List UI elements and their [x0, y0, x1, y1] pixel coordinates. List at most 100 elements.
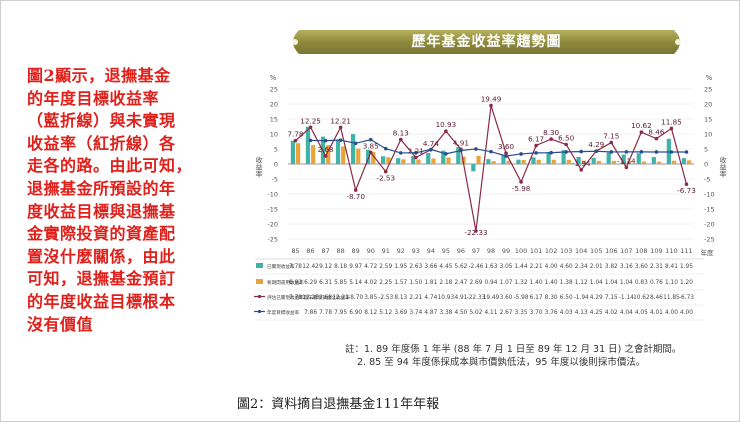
table-cell: 4.05: [635, 310, 648, 316]
bar: [311, 145, 316, 164]
series-point: [504, 151, 508, 155]
x-tick-label: 95: [442, 247, 450, 255]
table-cell: 10.93: [438, 295, 455, 301]
table-cell: 7.95: [334, 310, 347, 316]
table-cell: 8.46: [650, 295, 663, 301]
data-label: 19.49: [481, 95, 502, 104]
bar: [341, 146, 346, 164]
table-cell: 2.47: [454, 280, 467, 286]
series-point: [654, 136, 659, 141]
table-cell: 2.18: [439, 280, 452, 286]
table-cell: 4.72: [364, 264, 377, 270]
y-tick-label-left: 20: [270, 101, 278, 109]
series-point: [684, 150, 689, 154]
series-point: [368, 150, 373, 155]
bar: [536, 159, 541, 164]
table-cell: 1.63: [485, 264, 498, 270]
table-cell: 3.35: [515, 310, 528, 316]
table-cell: -8.70: [348, 295, 363, 301]
table-cell: 4.60: [560, 264, 573, 270]
series-point: [564, 150, 568, 154]
table-cell: 3.85: [364, 295, 377, 301]
series-point: [414, 155, 418, 160]
table-cell: 0.76: [650, 280, 663, 286]
table-cell: 6.90: [349, 310, 362, 316]
commentary-line: 度收益目標與退撫基: [27, 201, 176, 221]
table-cell: 4.87: [424, 310, 437, 316]
table-cell: 4.45: [439, 264, 452, 270]
y-tick-label-left: 10: [270, 131, 278, 139]
bar: [446, 157, 451, 164]
table-cell: 6.31: [319, 280, 332, 286]
bar: [290, 140, 296, 164]
table-cell: 1.20: [680, 280, 693, 286]
series-point: [489, 149, 493, 154]
x-tick-label: 98: [487, 247, 495, 255]
series-point: [429, 147, 433, 152]
x-tick-label: 106: [605, 247, 617, 255]
series-point: [323, 154, 328, 158]
x-tick-label: 100: [515, 247, 527, 255]
series-point: [609, 140, 614, 145]
legend-swatch: [256, 279, 263, 284]
series-point: [308, 138, 313, 143]
series-point: [669, 126, 674, 131]
series-point: [669, 150, 674, 154]
bar: [671, 160, 677, 164]
table-cell: 2.34: [575, 264, 588, 270]
chart-title: 歷年基金收益率趨勢圖: [411, 34, 562, 50]
bar: [516, 159, 521, 164]
figure-caption: 圖2：資料摘自退撫基金111年年報: [237, 397, 440, 412]
bar: [476, 155, 481, 164]
x-tick-label: 105: [590, 247, 602, 255]
table-cell: 6.93: [289, 280, 302, 286]
data-label: -1.14: [617, 156, 636, 165]
table-cell: 8.41: [665, 264, 678, 270]
bar: [521, 160, 526, 164]
table-cell: -6.73: [679, 295, 694, 301]
data-label: 2.68: [318, 145, 334, 154]
legend-swatch: [256, 263, 263, 268]
bar: [651, 157, 656, 164]
series-point: [489, 103, 493, 108]
bar: [501, 154, 506, 164]
x-tick-label: 88: [336, 247, 344, 255]
x-tick-label: 86: [306, 247, 314, 255]
data-label: 4.91: [453, 138, 469, 147]
table-cell: 8.13: [394, 295, 407, 301]
bar: [581, 160, 586, 164]
legend-label: 評估已實現收益率暨未實現損益之收益率: [267, 294, 350, 301]
x-axis-suffix: 年度: [701, 248, 715, 257]
commentary-line: 可知，退撫基金預訂: [27, 269, 176, 289]
table-cell: 4.02: [605, 310, 618, 316]
bar: [486, 159, 491, 164]
data-label: -5.98: [512, 184, 531, 193]
y-tick-label-left: -5: [272, 176, 278, 184]
table-cell: 4.00: [665, 310, 678, 316]
data-label: 10.93: [436, 120, 457, 129]
data-label: 8.46: [648, 128, 664, 137]
data-label: -8.70: [346, 192, 365, 201]
table-cell: 7.86: [304, 310, 317, 316]
table-cell: 4.02: [364, 280, 377, 286]
table-cell: 1.32: [515, 280, 528, 286]
y-tick-label-right: 0: [704, 161, 708, 169]
data-label: 8.30: [543, 128, 559, 137]
data-label: 12.25: [300, 116, 321, 125]
table-cell: 3.66: [424, 264, 437, 270]
bar: [365, 149, 371, 164]
series-point: [639, 130, 644, 134]
x-tick-label: 96: [457, 247, 465, 255]
commentary-text: 圖2顯示，退撫基金 的年度目標收益率 （藍折線）與未實現 收益率（紅折線）各 走…: [27, 65, 227, 336]
x-tick-label: 94: [427, 247, 435, 255]
footnote-line: 2. 85 至 94 年度係採成本與市價孰低法，95 年度以後則採市價法。: [357, 357, 646, 368]
data-label: -1.94: [572, 159, 591, 168]
bar: [611, 160, 617, 164]
x-tick-label: 99: [502, 247, 510, 255]
table-cell: -1.14: [619, 295, 634, 301]
table-cell: 2.68: [319, 295, 332, 301]
table-cell: -2.46: [468, 264, 483, 270]
series-point: [579, 168, 584, 172]
table-cell: 1.04: [605, 280, 618, 286]
series-point: [323, 138, 328, 143]
